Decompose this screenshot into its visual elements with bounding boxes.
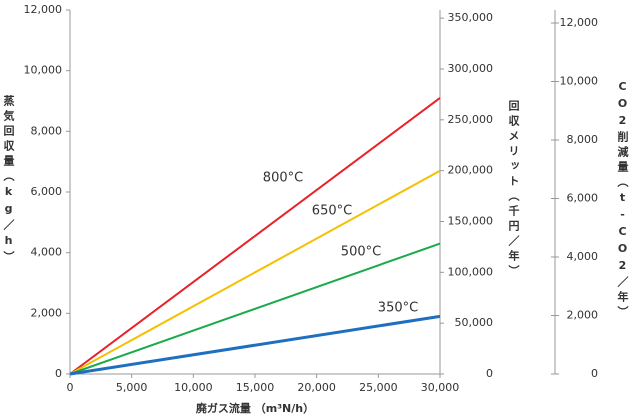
y3-axis-label: CO2削減量（t-CO2／年） <box>616 80 630 321</box>
series-label: 800°C <box>263 171 303 186</box>
series-line <box>69 314 441 376</box>
series-label: 350°C <box>378 301 418 316</box>
x-tick-label: 25,000 <box>359 381 398 394</box>
y-tick-label: 0 <box>55 367 62 380</box>
series-line <box>69 242 441 375</box>
series-label: 650°C <box>312 204 352 219</box>
y-axis-label: 蒸気回収量（kg／h） <box>2 94 16 266</box>
series-line <box>69 97 441 375</box>
y-tick-label: 12,000 <box>24 3 63 16</box>
y-tick-label: 4,000 <box>31 246 63 259</box>
y2-tick-label: 50,000 <box>455 316 494 329</box>
y2-tick-label: 200,000 <box>448 164 494 177</box>
y3-tick-label: 8,000 <box>567 133 599 146</box>
y-tick-label: 10,000 <box>24 64 63 77</box>
y2-tick-label: 100,000 <box>448 265 494 278</box>
series-label: 500°C <box>341 245 381 260</box>
y2-tick-label: 0 <box>486 367 493 380</box>
y-tick-label: 2,000 <box>31 306 63 319</box>
x-axis-label: 廃ガス流量 （m³N/h） <box>196 401 314 415</box>
y2-tick-label: 250,000 <box>448 113 494 126</box>
x-tick-label: 5,000 <box>116 381 148 394</box>
y3-tick-label: 6,000 <box>567 191 599 204</box>
y3-tick-label: 10,000 <box>560 74 599 87</box>
y3-tick-label: 2,000 <box>567 308 599 321</box>
y2-axis-label: 回収メリット（千円／年） <box>507 99 521 280</box>
y-tick-label: 8,000 <box>31 124 63 137</box>
y-tick-label: 6,000 <box>31 185 63 198</box>
y2-tick-label: 300,000 <box>448 62 494 75</box>
x-tick-label: 20,000 <box>297 381 336 394</box>
y2-tick-label: 150,000 <box>448 214 494 227</box>
x-tick-label: 0 <box>67 381 74 394</box>
series-line <box>69 169 441 375</box>
x-tick-label: 30,000 <box>421 381 460 394</box>
x-tick-label: 10,000 <box>174 381 213 394</box>
y3-tick-label: 4,000 <box>567 250 599 263</box>
x-tick-label: 15,000 <box>236 381 275 394</box>
y3-tick-label: 12,000 <box>560 16 599 29</box>
y3-tick-label: 0 <box>591 367 598 380</box>
y2-tick-label: 350,000 <box>448 11 494 24</box>
